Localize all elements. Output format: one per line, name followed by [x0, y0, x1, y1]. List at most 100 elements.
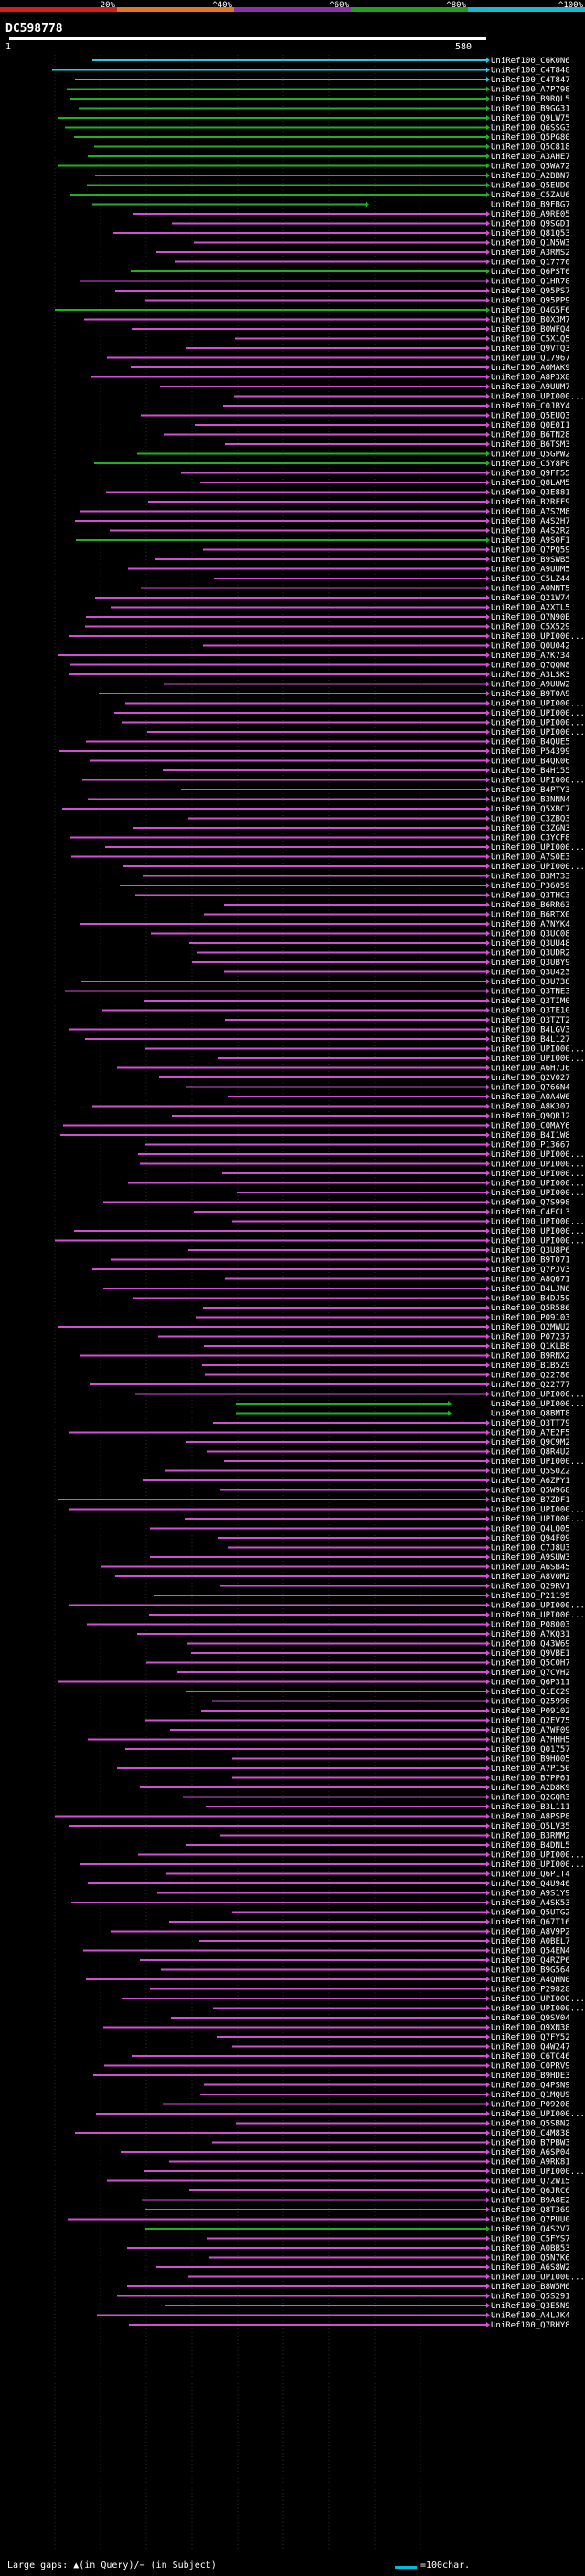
- hit-label[interactable]: UniRef100_Q17770: [491, 259, 570, 268]
- hit-label[interactable]: UniRef100_Q6SSG3: [491, 124, 570, 133]
- hit-label[interactable]: UniRef100_B4QUE5: [491, 738, 570, 747]
- hit-row[interactable]: UniRef100_Q8R4U2: [207, 1448, 570, 1458]
- hit-label[interactable]: UniRef100_UPI000...: [491, 728, 585, 737]
- hit-row[interactable]: UniRef100_A2BBN7: [95, 172, 570, 181]
- hit-label[interactable]: UniRef100_C5Y8P0: [491, 460, 570, 469]
- hit-label[interactable]: UniRef100_Q0U042: [491, 642, 570, 652]
- hit-label[interactable]: UniRef100_Q5W968: [491, 1487, 570, 1496]
- hit-row[interactable]: UniRef100_UPI000...: [135, 1391, 585, 1400]
- hit-row[interactable]: UniRef100_Q7FY52: [217, 2033, 570, 2042]
- hit-label[interactable]: UniRef100_Q7S998: [491, 1199, 570, 1208]
- hit-row[interactable]: UniRef100_Q6SSG3: [65, 124, 570, 133]
- hit-label[interactable]: UniRef100_C4T848: [491, 67, 570, 76]
- hit-label[interactable]: UniRef100_B9T071: [491, 1256, 570, 1266]
- hit-row[interactable]: UniRef100_Q3THC3: [135, 892, 570, 901]
- hit-label[interactable]: UniRef100_UPI000...: [491, 843, 585, 853]
- hit-row[interactable]: UniRef100_A7HHH5: [88, 1736, 570, 1745]
- hit-row[interactable]: UniRef100_C4T848: [52, 67, 570, 76]
- hit-row[interactable]: UniRef100_A0A4W6: [228, 1093, 570, 1102]
- hit-label[interactable]: UniRef100_B4L127: [491, 1035, 570, 1044]
- hit-label[interactable]: UniRef100_B9HDE3: [491, 2072, 570, 2081]
- hit-row[interactable]: UniRef100_Q9XN38: [103, 2024, 570, 2033]
- hit-row[interactable]: UniRef100_B9RQL5: [70, 95, 570, 104]
- hit-row[interactable]: UniRef100_A6S8W2: [156, 2263, 570, 2273]
- hit-label[interactable]: UniRef100_P08003: [491, 1621, 570, 1630]
- hit-row[interactable]: UniRef100_B3M733: [143, 873, 570, 882]
- hit-label[interactable]: UniRef100_C3ZBQ3: [491, 815, 570, 824]
- hit-row[interactable]: UniRef100_Q4RZP6: [140, 1956, 570, 1966]
- hit-row[interactable]: UniRef100_Q5WA72: [58, 163, 570, 172]
- hit-row[interactable]: UniRef100_B4QUE5: [86, 738, 570, 747]
- hit-label[interactable]: UniRef100_Q01757: [491, 1745, 570, 1754]
- hit-row[interactable]: UniRef100_B8W5M6: [127, 2283, 570, 2292]
- hit-row[interactable]: UniRef100_A6H7J6: [117, 1065, 570, 1074]
- hit-label[interactable]: UniRef100_Q8T369: [491, 2206, 570, 2215]
- hit-label[interactable]: UniRef100_UPI000...: [491, 1161, 585, 1170]
- hit-label[interactable]: UniRef100_A7KQ31: [491, 1630, 570, 1639]
- hit-label[interactable]: UniRef100_UPI000...: [491, 632, 585, 641]
- hit-label[interactable]: UniRef100_A8P3X8: [491, 374, 570, 383]
- hit-row[interactable]: UniRef100_B4LGV3: [69, 1026, 570, 1035]
- hit-label[interactable]: UniRef100_A9S0F1: [491, 536, 570, 546]
- hit-label[interactable]: UniRef100_Q3U738: [491, 978, 570, 987]
- hit-label[interactable]: UniRef100_A9UUM7: [491, 383, 570, 392]
- hit-label[interactable]: UniRef100_Q7CVH2: [491, 1669, 570, 1678]
- hit-label[interactable]: UniRef100_Q9VTQ3: [491, 345, 570, 354]
- hit-row[interactable]: UniRef100_P29828: [150, 1986, 570, 1995]
- hit-row[interactable]: UniRef100_A9RK81: [169, 2158, 570, 2168]
- hit-label[interactable]: UniRef100_P13667: [491, 1141, 570, 1150]
- hit-row[interactable]: UniRef100_Q2V027: [159, 1074, 570, 1083]
- hit-label[interactable]: UniRef100_B4DJ59: [491, 1295, 570, 1304]
- hit-label[interactable]: UniRef100_UPI000...: [491, 1150, 585, 1160]
- hit-label[interactable]: UniRef100_UPI000...: [491, 1391, 585, 1400]
- hit-row[interactable]: UniRef100_Q5S0Z2: [165, 1468, 570, 1477]
- hit-row[interactable]: UniRef100_P09103: [196, 1314, 570, 1323]
- hit-row[interactable]: UniRef100_UPI000...: [105, 843, 585, 853]
- hit-row[interactable]: UniRef100_Q3U8P6: [188, 1246, 570, 1256]
- hit-row[interactable]: UniRef100_Q3TE10: [102, 1007, 570, 1016]
- hit-row[interactable]: UniRef100_B9FBG7: [92, 201, 570, 210]
- hit-row[interactable]: UniRef100_Q5R586: [203, 1304, 570, 1313]
- hit-row[interactable]: UniRef100_Q67T16: [169, 1918, 570, 1927]
- hit-label[interactable]: UniRef100_A7P150: [491, 1765, 570, 1774]
- hit-label[interactable]: UniRef100_A8Q671: [491, 1276, 570, 1285]
- hit-label[interactable]: UniRef100_P09103: [491, 1314, 570, 1323]
- hit-label[interactable]: UniRef100_A9UUW2: [491, 681, 570, 690]
- hit-label[interactable]: UniRef100_A7K734: [491, 652, 570, 661]
- hit-row[interactable]: UniRef100_Q9C9M2: [186, 1438, 570, 1447]
- hit-row[interactable]: UniRef100_Q29RV1: [220, 1583, 570, 1592]
- hit-label[interactable]: UniRef100_C4ECL3: [491, 1208, 570, 1217]
- hit-label[interactable]: UniRef100_A6H7J6: [491, 1065, 570, 1074]
- hit-row[interactable]: UniRef100_B7ZDF1: [58, 1496, 570, 1505]
- hit-label[interactable]: UniRef100_A8K307: [491, 1103, 570, 1112]
- hit-label[interactable]: UniRef100_A3RMS2: [491, 249, 570, 258]
- hit-label[interactable]: UniRef100_B9H005: [491, 1755, 570, 1765]
- hit-row[interactable]: UniRef100_A8P3X8: [91, 374, 570, 383]
- hit-label[interactable]: UniRef100_C0PRV9: [491, 2062, 570, 2072]
- hit-label[interactable]: UniRef100_UPI000...: [491, 1189, 585, 1198]
- hit-row[interactable]: UniRef100_A4SK53: [71, 1899, 570, 1908]
- hit-label[interactable]: UniRef100_A0A4W6: [491, 1093, 570, 1102]
- hit-label[interactable]: UniRef100_Q1HR78: [491, 278, 570, 287]
- hit-row[interactable]: UniRef100_UPI000...: [96, 2110, 585, 2119]
- hit-row[interactable]: UniRef100_UPI000...: [232, 1218, 585, 1227]
- hit-row[interactable]: UniRef100_B9A8E2: [142, 2197, 570, 2206]
- hit-row[interactable]: UniRef100_A0NNT5: [141, 585, 570, 594]
- hit-label[interactable]: UniRef100_B9GG31: [491, 105, 570, 114]
- hit-label[interactable]: UniRef100_Q1EC29: [491, 1688, 570, 1697]
- hit-label[interactable]: UniRef100_Q7PUU0: [491, 2216, 570, 2225]
- hit-label[interactable]: UniRef100_Q3UU48: [491, 939, 570, 949]
- hit-label[interactable]: UniRef100_Q9SGD1: [491, 220, 570, 229]
- hit-label[interactable]: UniRef100_UPI000...: [491, 709, 585, 718]
- hit-label[interactable]: UniRef100_P21195: [491, 1592, 570, 1601]
- hit-row[interactable]: UniRef100_Q1EC29: [186, 1688, 570, 1697]
- hit-label[interactable]: UniRef100_Q7PJV3: [491, 1266, 570, 1275]
- hit-label[interactable]: UniRef100_A4LJK4: [491, 2312, 570, 2321]
- hit-row[interactable]: UniRef100_Q7CVH2: [177, 1669, 570, 1678]
- hit-row[interactable]: UniRef100_Q0U042: [203, 642, 570, 652]
- hit-label[interactable]: UniRef100_B7PP61: [491, 1775, 570, 1784]
- hit-label[interactable]: UniRef100_B9SWB5: [491, 556, 570, 565]
- hit-row[interactable]: UniRef100_Q7RHY8: [129, 2321, 570, 2330]
- hit-row[interactable]: UniRef100_Q3UC08: [151, 930, 570, 939]
- hit-row[interactable]: UniRef100_Q4PSN9: [204, 2082, 570, 2091]
